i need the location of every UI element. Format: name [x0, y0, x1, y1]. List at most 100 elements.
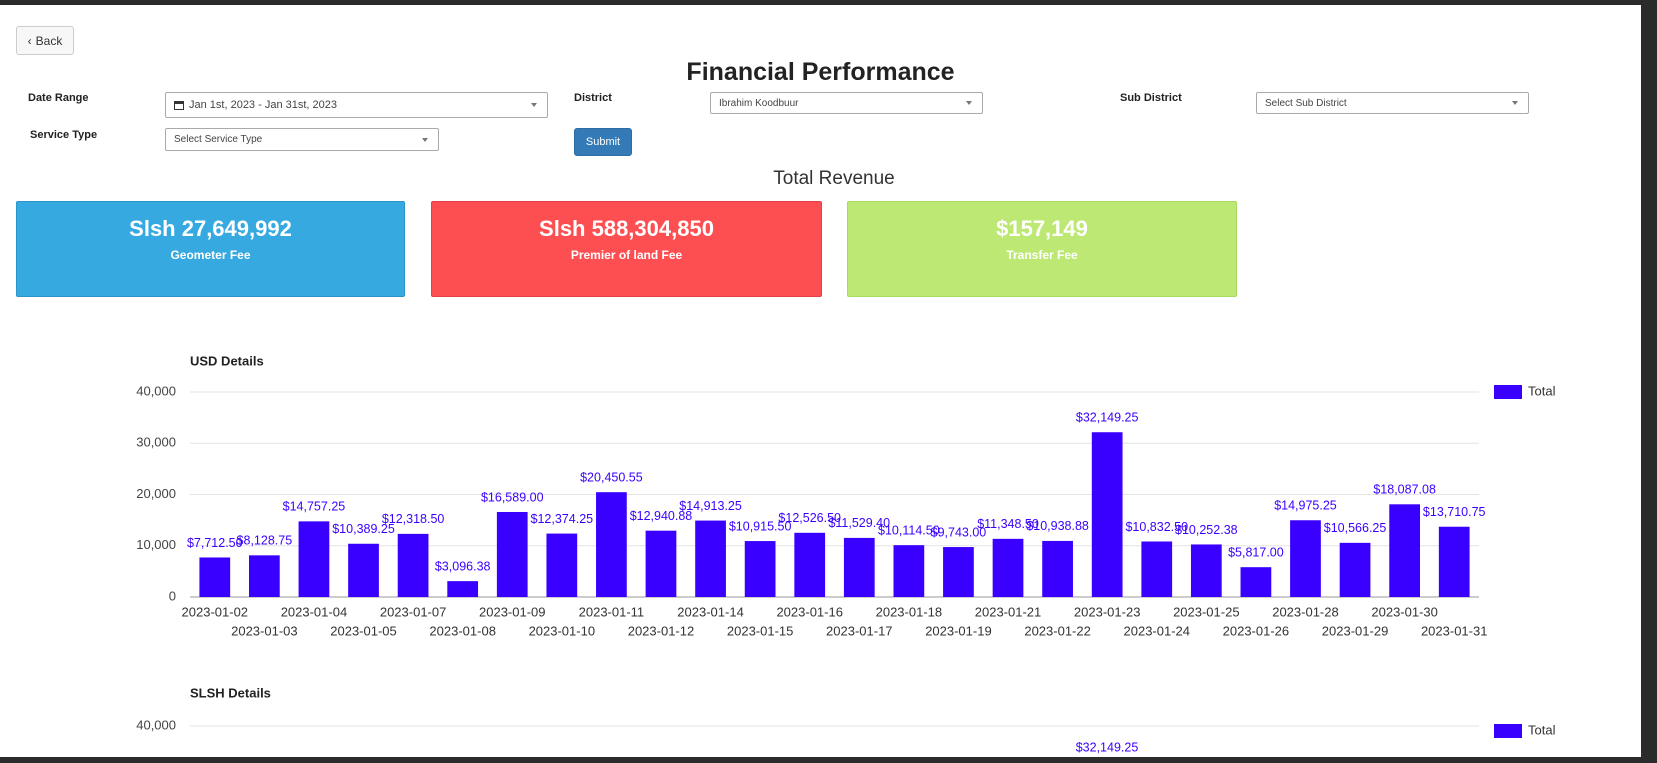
filter-label: Service Type	[30, 129, 98, 141]
x-tick-label: 2023-01-29	[1322, 623, 1389, 638]
card-label: Transfer Fee	[1006, 248, 1078, 262]
x-tick-label: 2023-01-18	[876, 604, 943, 619]
input-value: Jan 1st, 2023 - Jan 31st, 2023	[189, 99, 337, 111]
value-label: $5,817.00	[1228, 545, 1284, 559]
x-tick-label: 2023-01-03	[231, 623, 298, 638]
card-amount: Slsh 27,649,992	[129, 216, 292, 241]
legend-label: Total	[1528, 383, 1556, 398]
y-tick-label: 10,000	[136, 537, 176, 552]
back-button[interactable]: ‹ Back	[16, 26, 74, 55]
bar	[248, 555, 280, 597]
value-label: $7,712.50	[187, 536, 243, 550]
date-range-input[interactable]: Jan 1st, 2023 - Jan 31st, 2023	[165, 92, 548, 118]
x-tick-label: 2023-01-23	[1074, 604, 1141, 619]
x-tick-label: 2023-01-30	[1371, 604, 1438, 619]
x-tick-label: 2023-01-07	[380, 604, 447, 619]
revenue-card: $157,149 Transfer Fee	[847, 201, 1237, 297]
x-tick-label: 2023-01-10	[529, 623, 596, 638]
chart-title: SLSH Details	[190, 685, 271, 700]
dashboard: ‹ Back Financial Performance Date Range J…	[0, 5, 1641, 757]
card-amount: $157,149	[996, 216, 1088, 241]
chart-title: USD Details	[190, 353, 264, 368]
bar	[843, 537, 875, 597]
value-label: $18,087.08	[1373, 483, 1436, 497]
bar	[1339, 542, 1371, 597]
service-type-select[interactable]: Select Service Type	[165, 128, 439, 151]
bar	[546, 533, 578, 597]
bar	[1091, 432, 1123, 597]
filter-label: Date Range	[28, 92, 89, 104]
x-tick-label: 2023-01-26	[1223, 623, 1290, 638]
value-label: $10,832.50	[1125, 520, 1188, 534]
select-placeholder: Select Service Type	[174, 134, 263, 145]
value-label: $9,743.00	[931, 525, 987, 539]
bar	[199, 557, 231, 597]
revenue-card: Slsh 27,649,992 Geometer Fee	[16, 201, 405, 297]
select-placeholder: Select Sub District	[1265, 97, 1347, 109]
district-select[interactable]: Ibrahim Koodbuur	[710, 92, 983, 114]
bar	[596, 492, 627, 597]
bar	[992, 538, 1024, 597]
bar	[447, 581, 479, 597]
value-label: $20,450.55	[580, 470, 643, 484]
value-label: $12,526.50	[778, 511, 841, 525]
value-label: $10,915.50	[729, 519, 792, 533]
select-value: Ibrahim Koodbuur	[719, 97, 799, 109]
value-label: $14,757.25	[283, 500, 346, 514]
x-tick-label: 2023-01-08	[429, 623, 496, 638]
bar	[893, 545, 925, 597]
bar	[496, 511, 528, 597]
x-tick-label: 2023-01-15	[727, 623, 794, 638]
x-tick-label: 2023-01-14	[677, 604, 744, 619]
y-tick-label: 30,000	[136, 435, 176, 450]
submit-button[interactable]: Submit	[574, 128, 632, 156]
value-label: $11,529.40	[828, 516, 890, 530]
x-tick-label: 2023-01-11	[579, 604, 645, 619]
bar	[1438, 526, 1470, 597]
x-tick-label: 2023-01-28	[1272, 604, 1339, 619]
legend-swatch	[1494, 385, 1522, 399]
bar	[1389, 504, 1421, 597]
x-tick-label: 2023-01-17	[826, 623, 893, 638]
chevron: ‹	[27, 33, 32, 48]
calendar-icon	[174, 101, 184, 110]
value-label: $10,566.25	[1324, 521, 1387, 535]
y-tick-label: 40,000	[136, 717, 176, 732]
bar	[645, 530, 677, 597]
filter-label: Sub District	[1120, 92, 1182, 104]
x-tick-label: 2023-01-02	[182, 604, 249, 619]
value-label: $12,318.50	[382, 512, 445, 526]
annotation: $32,149.25	[1076, 740, 1139, 754]
x-tick-label: 2023-01-22	[1024, 623, 1091, 638]
sub-district-select[interactable]: Select Sub District	[1256, 92, 1529, 114]
bar	[1240, 567, 1272, 597]
charts: USD Details 0 10,000 20,000 30,000 40,000 Tota…	[136, 353, 1556, 754]
legend-swatch	[1494, 724, 1522, 738]
x-tick-label: 2023-01-05	[330, 623, 397, 638]
x-tick-label: 2023-01-09	[479, 604, 546, 619]
bar	[943, 547, 974, 597]
card-amount: Slsh 588,304,850	[539, 216, 714, 241]
x-tick-label: 2023-01-04	[281, 604, 348, 619]
bar	[744, 541, 776, 597]
filter-label: District	[574, 92, 612, 104]
bar	[298, 521, 330, 597]
bar	[695, 520, 726, 597]
page-title: Financial Performance	[686, 58, 955, 86]
card-label: Premier of land Fee	[570, 248, 683, 262]
x-tick-label: 2023-01-25	[1173, 604, 1240, 619]
x-tick-label: 2023-01-19	[925, 623, 992, 638]
card-label: Geometer Fee	[170, 248, 251, 262]
value-label: $14,975.25	[1274, 499, 1337, 513]
bar	[348, 543, 379, 597]
value-label: $32,149.25	[1076, 411, 1139, 425]
bar	[1141, 541, 1173, 597]
value-label: $14,913.25	[679, 499, 742, 513]
y-tick-label: 0	[169, 588, 176, 603]
value-label: $13,710.75	[1423, 505, 1486, 519]
value-label: $16,589.00	[481, 490, 544, 504]
bar	[1042, 540, 1073, 597]
value-label: $8,128.75	[237, 534, 293, 548]
y-tick-label: 20,000	[136, 486, 176, 501]
